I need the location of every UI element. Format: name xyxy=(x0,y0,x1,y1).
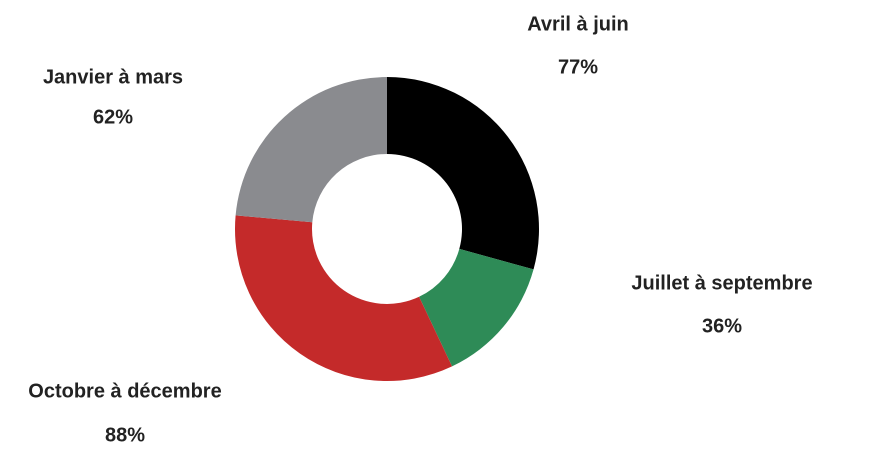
segment-value: 88% xyxy=(105,424,145,445)
segment-value: 62% xyxy=(93,106,133,128)
segment-label: Octobre à décembre xyxy=(28,380,221,402)
segment-label: Avril à juin xyxy=(527,13,629,35)
donut-segment xyxy=(387,77,539,270)
donut-segment xyxy=(419,248,534,367)
segment-label: Juillet à septembre xyxy=(631,272,812,294)
donut-segment xyxy=(235,215,453,381)
segment-value: 36% xyxy=(702,315,742,337)
segment-label: Janvier à mars xyxy=(43,66,183,88)
segment-value: 77% xyxy=(558,56,598,78)
donut-segment xyxy=(235,77,387,223)
